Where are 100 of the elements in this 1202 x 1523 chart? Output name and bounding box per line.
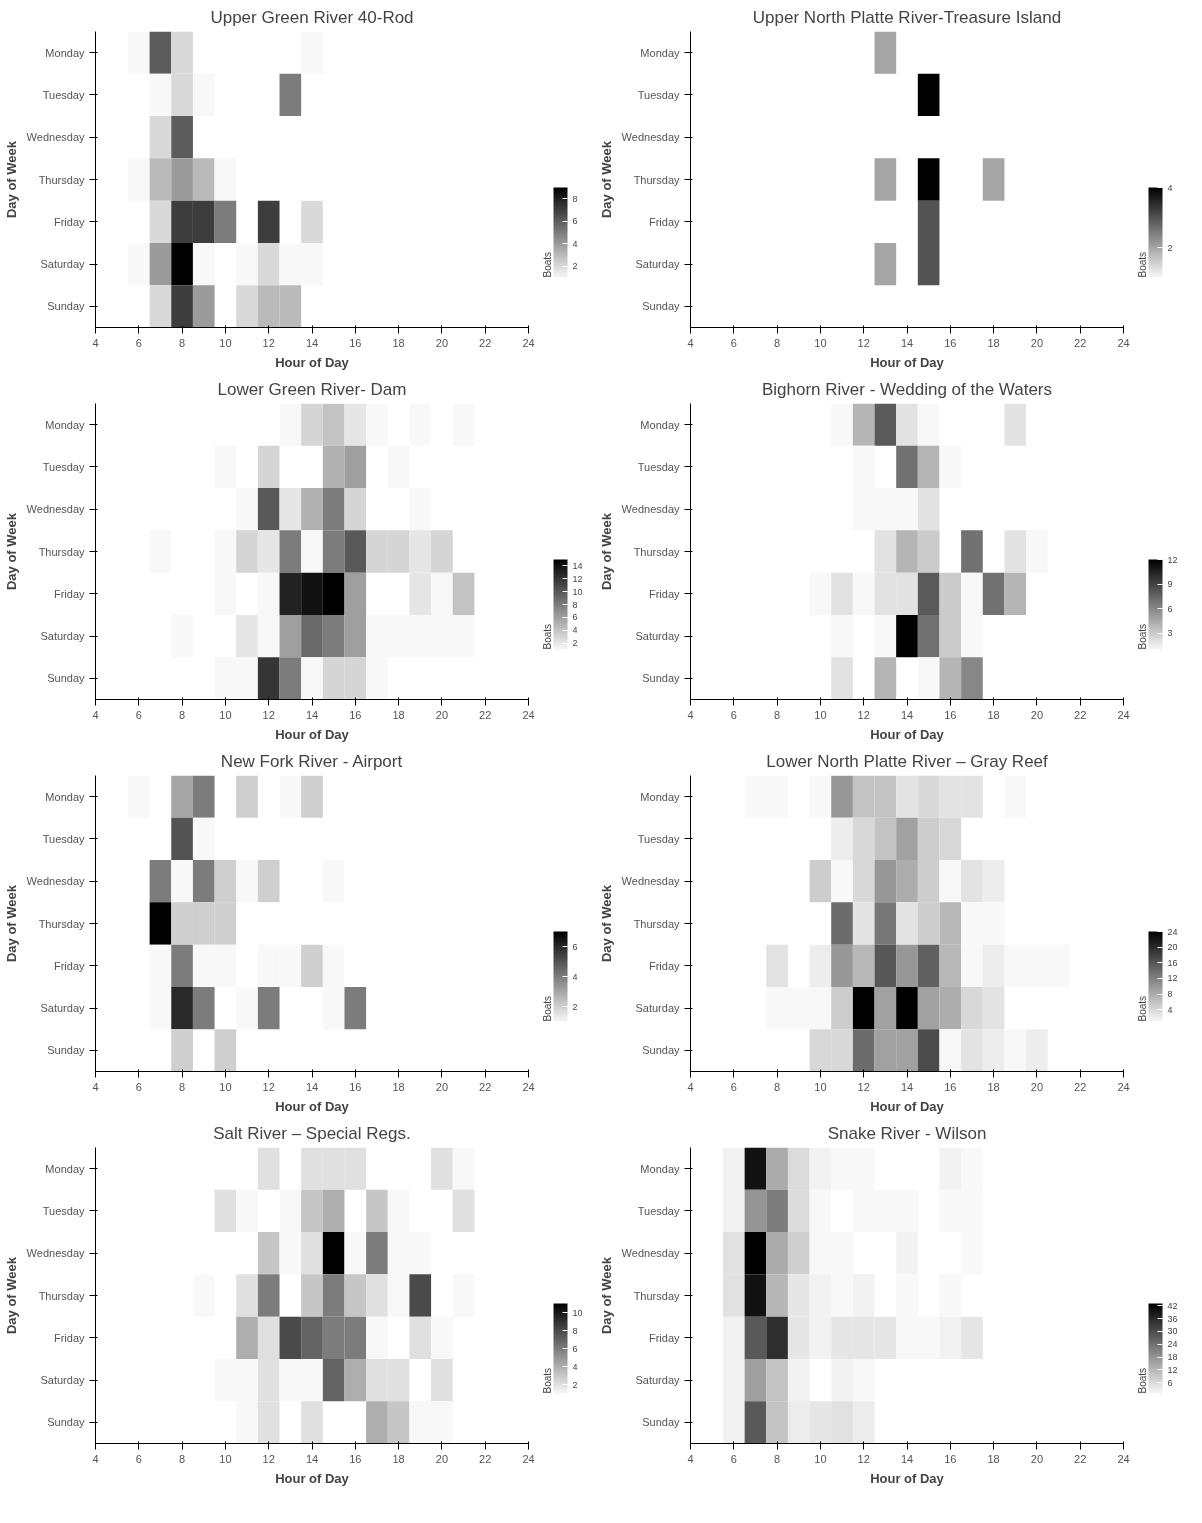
x-tick-label: 16 [944,1080,957,1093]
x-tick-label: 24 [1117,336,1130,349]
x-tick-label: 22 [479,1452,492,1465]
color-bar-label: 8 [572,193,578,204]
x-tick-label: 14 [900,336,914,349]
y-tick-label: Friday [648,1331,680,1344]
y-tick-label: Sunday [47,1416,85,1429]
y-axis-title: Day of Week [598,140,614,219]
y-tick-label: Monday [640,1162,680,1175]
x-tick-label: 10 [219,336,232,349]
x-tick-label: 8 [774,1080,781,1093]
x-tick-label: 22 [479,336,492,349]
x-tick-label: 20 [1030,1080,1044,1093]
y-axis-title: Day of Week [3,140,19,219]
x-tick-label: 12 [857,708,870,721]
x-tick-label: 8 [179,708,186,721]
y-tick-label: Tuesday [42,832,85,845]
x-axis-title: Hour of Day [275,354,350,370]
x-tick-label: 4 [687,708,694,721]
color-bar-title: Boats [1136,623,1148,650]
y-axis-title: Day of Week [3,884,19,963]
x-tick-label: 6 [135,336,142,349]
color-bar-title: Boats [541,623,553,650]
y-tick-label: Sunday [47,300,85,313]
x-tick-label: 24 [522,1080,535,1093]
color-bar-title: Boats [541,995,553,1022]
x-tick-label: 8 [774,1452,781,1465]
x-tick-label: 8 [179,1080,186,1093]
y-axis-title: Day of Week [3,512,19,591]
x-tick-label: 12 [857,1452,870,1465]
x-tick-label: 22 [1074,1080,1087,1093]
x-tick-label: 6 [730,1452,737,1465]
y-tick-label: Wednesday [26,131,85,144]
x-tick-label: 16 [944,336,957,349]
y-tick-label: Wednesday [621,1247,680,1260]
chart-title: Snake River - Wilson [827,1123,987,1143]
x-tick-label: 8 [774,708,781,721]
x-tick-label: 6 [730,708,737,721]
x-tick-label: 10 [814,1452,827,1465]
y-tick-label: Friday [53,959,85,972]
x-tick-label: 14 [305,1080,319,1093]
color-bar-label: 12 [1167,1364,1178,1375]
color-bar-label: 24 [1167,926,1178,937]
color-bar-label: 8 [572,599,578,610]
x-tick-label: 20 [1030,336,1044,349]
color-bar-label: 6 [1167,1377,1173,1388]
x-axis-title: Hour of Day [275,1098,350,1114]
color-bar-label: 6 [572,216,578,227]
y-tick-label: Saturday [635,630,680,643]
color-bar-label: 24 [1167,1339,1178,1350]
color-bar-label: 30 [1167,1326,1178,1337]
y-tick-label: Thursday [38,1289,85,1302]
color-bar-title: Boats [1136,995,1148,1022]
y-tick-label: Wednesday [26,1247,85,1260]
x-tick-label: 20 [1030,708,1044,721]
color-bar-label: 6 [1167,603,1173,614]
y-axis-title: Day of Week [598,1256,614,1335]
y-tick-label: Saturday [635,1374,680,1387]
y-tick-label: Saturday [635,258,680,271]
x-axis-title: Hour of Day [870,726,945,742]
x-tick-label: 10 [814,336,827,349]
color-bar-title: Boats [1136,251,1148,278]
color-bar-label: 4 [572,1361,578,1372]
y-tick-label: Friday [53,215,85,228]
x-tick-label: 22 [1074,1452,1087,1465]
x-tick-label: 20 [435,1080,449,1093]
color-bar-label: 14 [572,560,583,571]
y-tick-label: Sunday [642,1416,680,1429]
chart-title: Salt River – Special Regs. [213,1123,411,1143]
x-tick-label: 10 [814,708,827,721]
x-tick-label: 12 [857,336,870,349]
y-tick-label: Saturday [635,1002,680,1015]
x-tick-label: 18 [987,1452,1000,1465]
y-axis-title: Day of Week [598,884,614,963]
x-tick-label: 4 [92,1080,99,1093]
y-tick-label: Monday [640,46,680,59]
x-axis-title: Hour of Day [870,1470,945,1486]
y-tick-label: Saturday [40,258,85,271]
color-bar-label: 2 [572,638,578,649]
x-axis-title: Hour of Day [275,726,350,742]
color-bar-label: 2 [572,1379,578,1390]
y-tick-label: Thursday [38,545,85,558]
y-tick-label: Saturday [40,630,85,643]
color-bar-label: 12 [1167,973,1178,984]
y-tick-label: Wednesday [26,503,85,516]
y-tick-label: Saturday [40,1002,85,1015]
color-bar-label: 3 [1167,628,1173,639]
x-tick-label: 20 [435,336,449,349]
y-tick-label: Tuesday [42,460,85,473]
x-tick-label: 18 [392,336,405,349]
y-tick-label: Wednesday [621,131,680,144]
x-tick-label: 12 [262,336,275,349]
y-tick-label: Wednesday [26,875,85,888]
chart-title: Upper North Platte River-Treasure Island [752,7,1062,27]
chart-title: Upper Green River 40-Rod [210,7,414,27]
x-tick-label: 18 [392,1080,405,1093]
color-bar-label: 4 [572,238,578,249]
x-tick-label: 6 [135,1080,142,1093]
y-tick-label: Thursday [38,917,85,930]
x-tick-label: 20 [435,708,449,721]
